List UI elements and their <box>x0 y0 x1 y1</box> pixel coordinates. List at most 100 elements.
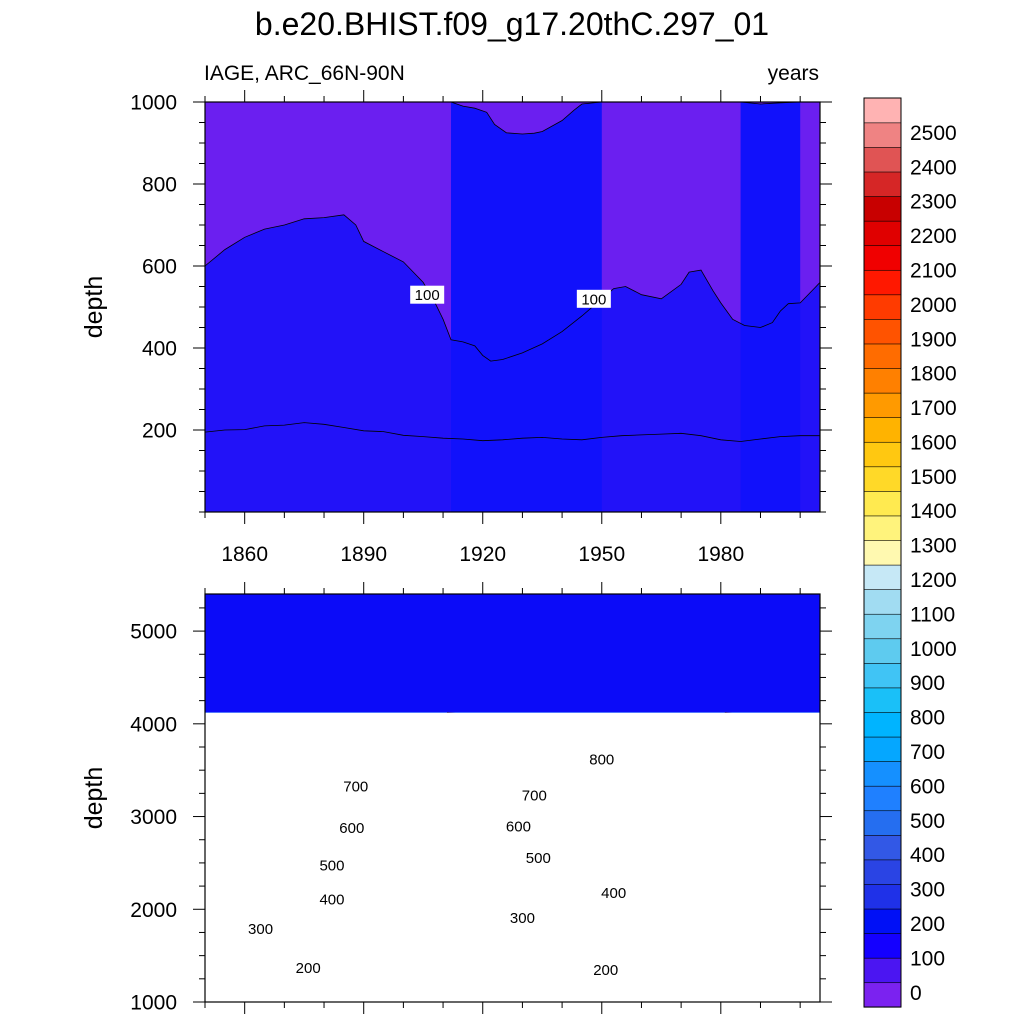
contour-label-box <box>243 919 278 938</box>
y-tick-label: 4000 <box>130 713 177 736</box>
colorbar-box <box>863 613 902 640</box>
x-tick-label: 1860 <box>221 543 268 566</box>
colorbar-box <box>863 146 902 173</box>
colorbar-box <box>863 195 902 222</box>
colorbar-box <box>863 982 902 1008</box>
contour-label: 300 <box>243 919 278 938</box>
contour-label-box <box>505 908 540 927</box>
colorbar-box <box>863 859 902 885</box>
colorbar-box <box>863 834 902 861</box>
variable-subtitle: IAGE, ARC_66N-90N <box>204 62 405 85</box>
colorbar-box <box>863 539 902 566</box>
contour-label: 100 <box>410 285 445 304</box>
colorbar-label: 1300 <box>910 535 957 558</box>
colorbar-box <box>863 638 902 664</box>
colorbar-label: 2400 <box>910 156 957 179</box>
contour-label-text: 100 <box>415 287 440 304</box>
contour-label: 100 <box>576 289 611 308</box>
contour-label: 600 <box>334 818 369 837</box>
colorbar-box <box>863 245 902 271</box>
contour-label: 500 <box>314 855 349 874</box>
x-tick-label: 1920 <box>459 543 506 566</box>
colorbar-label: 700 <box>910 741 945 764</box>
contour-label-box <box>576 289 611 308</box>
contour-label-text: 500 <box>319 857 344 874</box>
colorbar-label: 2100 <box>910 260 957 283</box>
colorbar-box <box>863 761 902 787</box>
contour-label-box <box>314 855 349 874</box>
colorbar-label: 100 <box>910 947 945 970</box>
colorbar-box <box>863 367 902 394</box>
contour-label-box <box>291 958 326 977</box>
contour-label: 200 <box>588 960 623 979</box>
x-tick-label: 1950 <box>578 543 625 566</box>
y-tick-label: 800 <box>142 174 177 197</box>
colorbar-box <box>863 97 902 124</box>
y-axis-label: depth <box>80 767 108 830</box>
y-tick-label: 5000 <box>130 621 177 644</box>
contour-label-text: 100 <box>581 291 606 308</box>
contour-label: 700 <box>517 786 552 805</box>
contour-label: 300 <box>505 908 540 927</box>
y-tick-label: 600 <box>142 256 177 279</box>
colorbar-label: 2300 <box>910 191 957 214</box>
colorbar-box <box>863 269 902 296</box>
contour-label-box <box>588 960 623 979</box>
contour-label: 600 <box>501 816 536 835</box>
contour-label-text: 400 <box>319 892 344 909</box>
contour-label: 400 <box>314 890 349 909</box>
contour-label-text: 800 <box>589 752 614 769</box>
upper-band-2 <box>451 102 602 512</box>
chart-title: b.e20.BHIST.f09_g17.20thC.297_01 <box>254 6 770 42</box>
colorbar-box <box>863 957 902 984</box>
colorbar-box <box>863 589 902 615</box>
colorbar-box <box>863 564 902 590</box>
colorbar-box <box>863 294 902 320</box>
colorbar-box <box>863 810 902 836</box>
contour-label-box <box>596 883 631 902</box>
colorbar-box <box>863 785 902 812</box>
colorbar-label: 600 <box>910 775 945 798</box>
colorbar-label: 1200 <box>910 569 957 592</box>
colorbar-label: 2000 <box>910 294 957 317</box>
colorbar-box <box>863 662 902 689</box>
contour-label-text: 400 <box>601 885 626 902</box>
colorbar-box <box>863 122 902 148</box>
colorbar-box <box>863 932 902 959</box>
contour-line-200 <box>450 102 602 135</box>
contour-label-text: 600 <box>506 818 531 835</box>
y-tick-label: 1000 <box>130 992 177 1015</box>
colorbar-box <box>863 466 902 492</box>
colorbar-box <box>863 515 902 541</box>
colorbar-label: 1000 <box>910 638 957 661</box>
colorbar-box <box>863 417 902 443</box>
y-tick-label: 400 <box>142 338 177 361</box>
colorbar-label: 1500 <box>910 466 957 489</box>
contour-label-box <box>501 816 536 835</box>
colorbar-label: 900 <box>910 672 945 695</box>
contour-label-text: 700 <box>522 788 547 805</box>
upper-band-3 <box>740 102 801 512</box>
contour-label: 800 <box>584 750 619 769</box>
contour-label-box <box>338 776 373 795</box>
lower-band-base <box>205 594 820 713</box>
colorbar-label: 1700 <box>910 397 957 420</box>
colorbar-label: 1600 <box>910 431 957 454</box>
colorbar-box <box>863 490 902 517</box>
colorbar-label: 400 <box>910 844 945 867</box>
contour-label: 500 <box>521 848 556 867</box>
colorbar-label: 1800 <box>910 363 957 386</box>
y-tick-label: 2000 <box>130 899 177 922</box>
colorbar-box <box>863 392 902 418</box>
colorbar-label: 300 <box>910 879 945 902</box>
colorbar-box <box>863 171 902 197</box>
colorbar-box <box>863 908 902 934</box>
lower-frame <box>204 593 821 1003</box>
contour-label-box <box>410 285 445 304</box>
contour-label-text: 300 <box>510 910 535 927</box>
contour-label: 700 <box>338 776 373 795</box>
colorbar-label: 1100 <box>910 603 955 626</box>
contour-label-text: 700 <box>343 778 368 795</box>
y-tick-label: 3000 <box>130 806 177 829</box>
contour-label-text: 600 <box>339 820 364 837</box>
